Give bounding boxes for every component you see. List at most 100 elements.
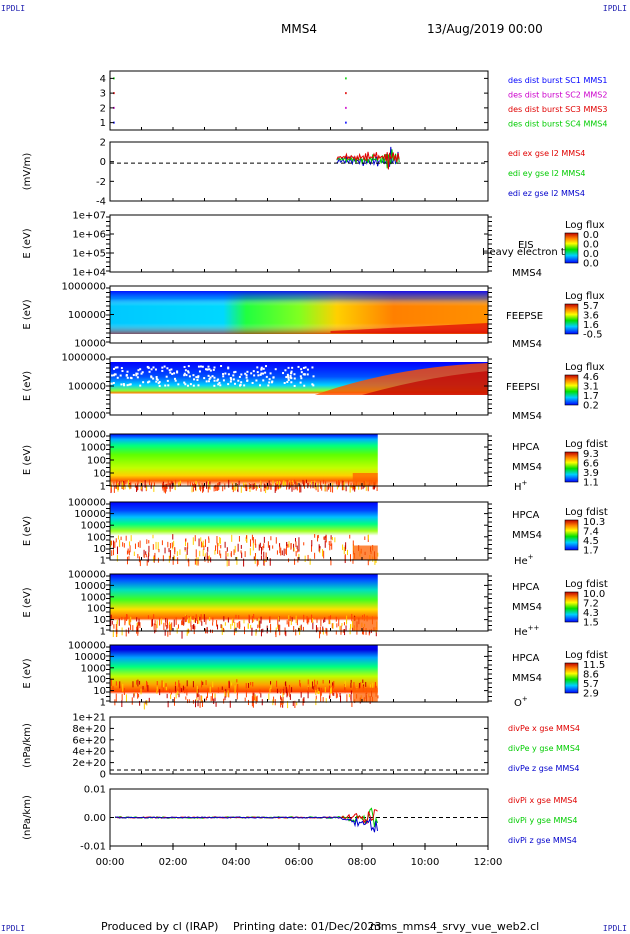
hpca_h-speckle: [151, 482, 152, 485]
hpca_he2-speckle: [222, 625, 223, 632]
hpca_o-speckle: [146, 681, 147, 687]
feepsi-speckle: [217, 383, 219, 385]
burst-marker: [345, 92, 347, 94]
hpca_o-speckle: [320, 696, 321, 702]
y-axis-label: E (eV): [22, 516, 33, 546]
hpca_he-speckle: [345, 542, 346, 549]
legend-entry: des dist burst SC3 MMS3: [508, 105, 607, 114]
feepsi-speckle: [253, 370, 255, 372]
hpca_he-speckle: [282, 550, 283, 555]
hpca_he-speckle: [154, 553, 155, 561]
feepsi-speckle: [203, 377, 205, 379]
hpca_h-speckle: [255, 483, 256, 488]
feepsi-speckle: [269, 378, 271, 380]
hpca_he-speckle: [250, 548, 251, 555]
y-tick-label: 100000: [68, 382, 106, 393]
hpca_o-speckle: [246, 683, 247, 688]
y-tick-label: -0.01: [80, 842, 106, 853]
feepsi-speckle: [290, 372, 292, 374]
hpca_o-speckle: [351, 694, 352, 701]
hpca_he-speckle: [177, 557, 178, 564]
feepsi-speckle: [300, 382, 302, 384]
hpca_o-speckle: [325, 687, 326, 692]
feepsi-speckle: [200, 365, 202, 367]
hpca_h-speckle: [193, 484, 194, 492]
hpca_he2-speckle: [248, 623, 249, 629]
hpca_o-speckle: [256, 696, 257, 703]
hpca_he-speckle: [199, 538, 200, 546]
hpca_o-speckle: [276, 681, 277, 687]
feepsi-speckle: [167, 384, 169, 386]
hpca_he-speckle: [342, 545, 343, 551]
y-tick-label: 10: [93, 544, 106, 555]
colorbar: [565, 592, 578, 622]
hpca_he-speckle: [134, 552, 135, 556]
hpca_he-speckle: [172, 542, 173, 547]
feepsi-speckle: [250, 372, 252, 374]
panel-frame: [110, 717, 488, 774]
feepsi-speckle: [290, 375, 292, 377]
feepsi-speckle: [246, 379, 248, 381]
hpca_he-speckle: [146, 539, 147, 544]
panel-edi: 20-2-4(mV/m) edi ex gse l2 MMS4edi ey gse…: [22, 138, 586, 208]
hpca_o-speckle: [320, 691, 321, 697]
feepsi-speckle: [129, 384, 131, 386]
hpca_o-speckle: [372, 683, 373, 688]
hpca_o-speckle: [333, 681, 334, 687]
hpca_h-speckle: [154, 482, 155, 485]
hpca_he-speckle: [185, 547, 186, 550]
hpca_h-speckle: [260, 481, 261, 489]
hpca_he-speckle: [174, 547, 175, 554]
hpca_he2-speckle: [249, 617, 250, 622]
hpca_o-speckle: [121, 700, 122, 707]
hpca_h-speckle: [342, 483, 343, 490]
hpca_he-speckle: [198, 560, 199, 566]
hpca_he2-speckle: [351, 614, 352, 621]
hpca_o-speckle: [175, 682, 176, 686]
hpca_he2-speckle: [129, 619, 130, 625]
hpca_o-speckle: [255, 694, 256, 701]
hpca_o-speckle: [250, 682, 251, 685]
hpca_he-speckle: [297, 546, 298, 549]
hpca_he2-speckle: [341, 623, 342, 626]
hpca_he2-speckle: [230, 624, 231, 629]
feepsi-speckle: [157, 379, 159, 381]
hpca_h-speckle: [246, 484, 247, 489]
hpca_he-speckle: [219, 537, 220, 543]
hpca_he-speckle: [114, 542, 115, 548]
hpca_he2-speckle: [330, 615, 331, 619]
hpca_he-speckle: [129, 551, 130, 556]
hpca_o-speckle: [211, 696, 212, 701]
hpca_he2-speckle: [167, 623, 168, 628]
hpca_he-speckle: [245, 551, 246, 557]
feepsi-speckle: [224, 373, 226, 375]
feepsi-speckle: [256, 366, 258, 368]
feepsi-speckle: [135, 374, 137, 376]
hpca_o-speckle: [199, 694, 200, 700]
hpca_o-speckle: [299, 680, 300, 686]
feepsi-speckle: [208, 380, 210, 382]
feepsi-speckle: [187, 370, 189, 372]
feepsi-speckle: [199, 370, 201, 372]
feepsi-speckle: [151, 368, 153, 370]
feepsi-speckle: [230, 377, 232, 379]
y-tick-label: 1e+05: [72, 249, 106, 260]
hpca_he2-speckle: [163, 623, 164, 630]
hpca_he-speckle: [137, 554, 138, 558]
hpca_o-speckle: [312, 681, 313, 688]
feepsi-speckle: [184, 373, 186, 375]
feepsi-speckle: [114, 373, 116, 375]
hpca_he-speckle: [344, 547, 345, 554]
hpca_h-speckle: [320, 481, 321, 489]
hpca_h-speckle: [192, 486, 193, 492]
y-tick-label: 10000: [74, 581, 106, 592]
hpca_h-speckle: [219, 482, 220, 485]
y-tick-label: 10000: [74, 430, 106, 441]
hpca_he2-speckle: [339, 626, 340, 630]
hpca_he2-speckle: [323, 620, 324, 623]
hpca_o-speckle: [246, 690, 247, 697]
hpca_o-speckle: [345, 681, 346, 687]
y-tick-label: 2e+20: [72, 758, 106, 769]
hpca_h-speckle: [175, 480, 176, 484]
hpca_o-speckle: [329, 680, 330, 683]
